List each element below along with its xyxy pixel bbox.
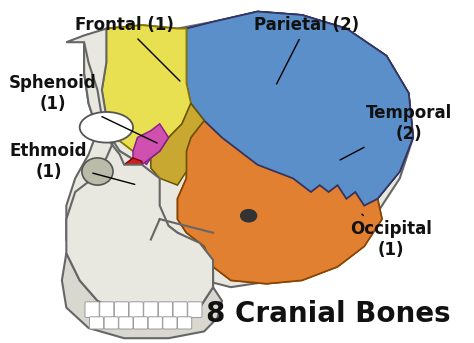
Text: Occipital
(1): Occipital (1) — [350, 214, 432, 259]
Circle shape — [241, 210, 256, 222]
FancyBboxPatch shape — [119, 317, 133, 329]
Text: Frontal (1): Frontal (1) — [75, 16, 180, 81]
Text: Sphenoid
(1): Sphenoid (1) — [9, 74, 157, 143]
Polygon shape — [186, 12, 413, 205]
Polygon shape — [66, 28, 213, 318]
Text: Parietal (2): Parietal (2) — [254, 16, 359, 84]
Polygon shape — [124, 158, 142, 175]
FancyBboxPatch shape — [104, 317, 118, 329]
Polygon shape — [102, 25, 191, 158]
Text: Ethmoid
(1): Ethmoid (1) — [10, 142, 135, 185]
FancyBboxPatch shape — [114, 302, 128, 318]
FancyBboxPatch shape — [90, 317, 104, 329]
Polygon shape — [186, 12, 413, 205]
FancyBboxPatch shape — [177, 317, 191, 329]
FancyBboxPatch shape — [85, 302, 99, 318]
FancyBboxPatch shape — [148, 317, 163, 329]
Polygon shape — [62, 253, 222, 338]
FancyBboxPatch shape — [144, 302, 158, 318]
FancyBboxPatch shape — [158, 302, 173, 318]
FancyBboxPatch shape — [188, 302, 202, 318]
Polygon shape — [66, 42, 213, 318]
FancyBboxPatch shape — [134, 317, 148, 329]
FancyBboxPatch shape — [173, 302, 187, 318]
Ellipse shape — [80, 112, 133, 143]
Text: Temporal
(2): Temporal (2) — [340, 105, 452, 160]
FancyBboxPatch shape — [129, 302, 143, 318]
Text: 8 Cranial Bones: 8 Cranial Bones — [206, 300, 451, 328]
Polygon shape — [177, 120, 382, 284]
Polygon shape — [257, 12, 413, 205]
Polygon shape — [84, 12, 413, 287]
Polygon shape — [151, 104, 204, 185]
Polygon shape — [133, 124, 169, 165]
Polygon shape — [177, 120, 382, 284]
Polygon shape — [102, 25, 191, 158]
Ellipse shape — [82, 158, 113, 185]
FancyBboxPatch shape — [100, 302, 114, 318]
FancyBboxPatch shape — [163, 317, 177, 329]
Polygon shape — [142, 131, 169, 165]
